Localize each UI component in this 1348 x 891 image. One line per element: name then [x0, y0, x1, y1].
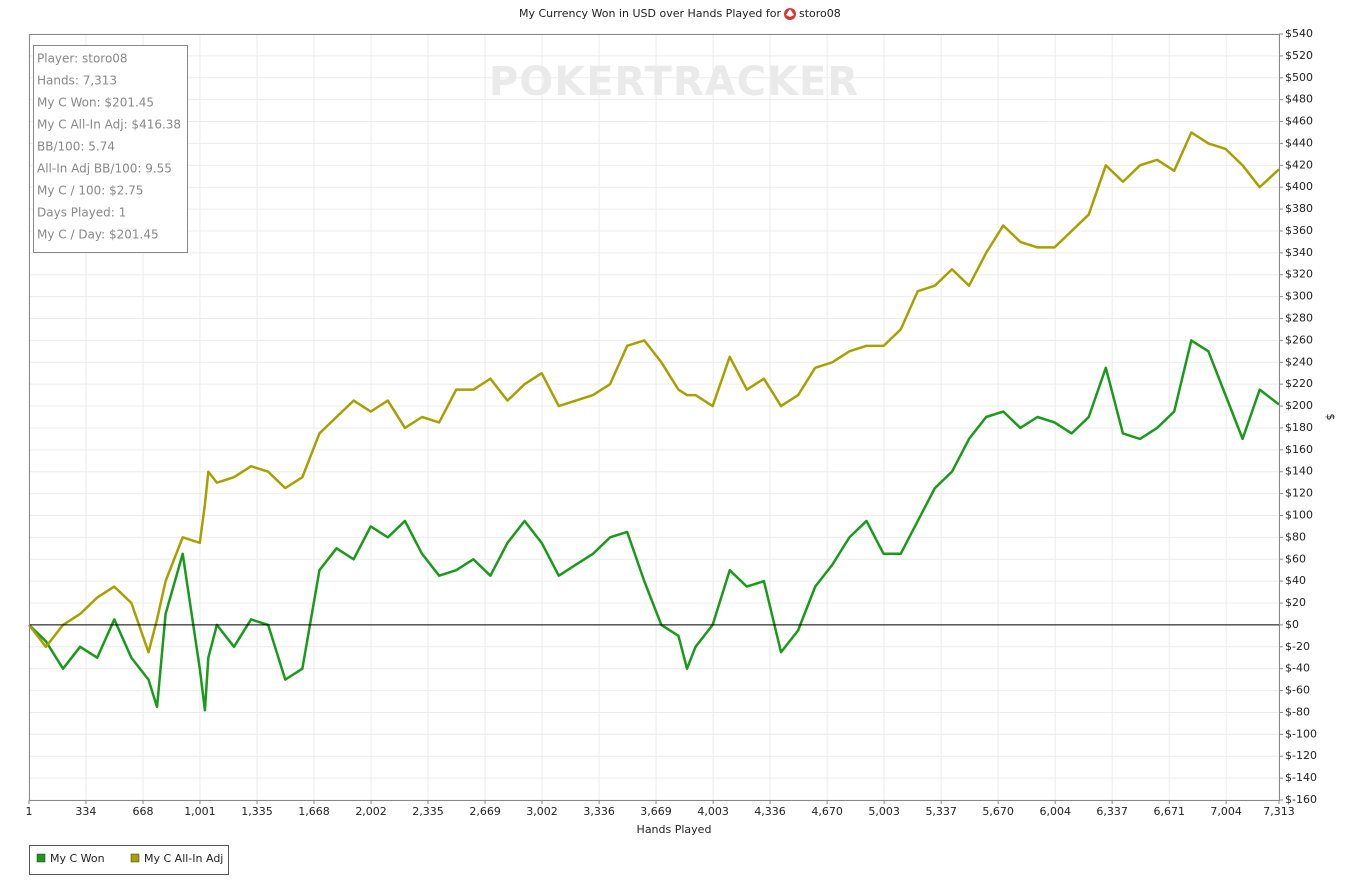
- y-tick-label: $500: [1285, 71, 1313, 84]
- y-axis-label: $: [1324, 414, 1337, 421]
- y-tick-label: $120: [1285, 487, 1313, 500]
- x-tick-label: 6,004: [1039, 805, 1071, 818]
- y-tick-label: $540: [1285, 27, 1313, 40]
- y-tick-label: $80: [1285, 530, 1306, 543]
- chart-title: My Currency Won in USD over Hands Played…: [519, 7, 782, 20]
- info-line: BB/100: 5.74: [37, 140, 115, 154]
- y-tick-label: $360: [1285, 224, 1313, 237]
- y-tick-label: $140: [1285, 465, 1313, 478]
- y-tick-label: $520: [1285, 49, 1313, 62]
- legend-swatch: [130, 853, 140, 863]
- series-line: [28, 339, 1280, 712]
- y-tick-label: $400: [1285, 180, 1313, 193]
- x-axis-label: Hands Played: [637, 823, 712, 836]
- legend-label: My C Won: [50, 852, 105, 865]
- x-tick-label: 4,336: [754, 805, 786, 818]
- y-tick-label: $-160: [1285, 793, 1317, 806]
- x-tick-label: 5,003: [868, 805, 900, 818]
- y-tick-label: $280: [1285, 312, 1313, 325]
- y-tick-label: $200: [1285, 399, 1313, 412]
- y-tick-label: $300: [1285, 290, 1313, 303]
- x-tick-label: 7,313: [1263, 805, 1295, 818]
- title-player: storo08: [799, 7, 841, 20]
- y-tick-label: $-80: [1285, 705, 1310, 718]
- plot-area: [29, 34, 1279, 800]
- y-tick-label: $-100: [1285, 727, 1317, 740]
- y-tick-label: $-60: [1285, 684, 1310, 697]
- x-tick-label: 7,004: [1210, 805, 1242, 818]
- y-tick-label: $380: [1285, 202, 1313, 215]
- x-tick-label: 2,002: [355, 805, 387, 818]
- info-line: Hands: 7,313: [37, 74, 117, 88]
- x-tick-label: 5,337: [925, 805, 957, 818]
- y-tick-label: $220: [1285, 377, 1313, 390]
- y-tick-label: $460: [1285, 115, 1313, 128]
- legend-frame: [29, 845, 229, 875]
- legend-swatch: [36, 853, 46, 863]
- y-tick-label: $-40: [1285, 662, 1310, 675]
- x-tick-label: 334: [75, 805, 96, 818]
- y-tick-label: $20: [1285, 596, 1306, 609]
- y-tick-label: $340: [1285, 246, 1313, 259]
- x-tick-label: 3,669: [640, 805, 672, 818]
- y-tick-label: $420: [1285, 158, 1313, 171]
- player-icon: [784, 8, 796, 20]
- x-tick-label: 3,336: [583, 805, 615, 818]
- watermark: POKERTRACKER: [489, 59, 859, 105]
- x-tick-label: 668: [133, 805, 154, 818]
- legend: My C Won My C All-In Adj: [29, 845, 229, 875]
- x-tick-label: 3,002: [526, 805, 558, 818]
- x-tick-label: 1,001: [184, 805, 216, 818]
- y-tick-label: $0: [1285, 618, 1299, 631]
- y-tick-label: $320: [1285, 268, 1313, 281]
- x-tick-label: 4,003: [697, 805, 729, 818]
- y-tick-label: $-120: [1285, 749, 1317, 762]
- x-tick-label: 2,335: [412, 805, 444, 818]
- plot-frame: [29, 34, 1280, 801]
- info-line: My C All-In Adj: $416.38: [37, 118, 181, 132]
- info-line: All-In Adj BB/100: 9.55: [37, 162, 172, 176]
- x-tick-label: 2,669: [469, 805, 501, 818]
- info-line: My C Won: $201.45: [37, 96, 154, 110]
- y-tick-label: $260: [1285, 333, 1313, 346]
- y-tick-label: $-20: [1285, 640, 1310, 653]
- x-tick-label: 1,335: [241, 805, 273, 818]
- lines: [28, 131, 1280, 712]
- x-tick-label: 6,337: [1096, 805, 1128, 818]
- y-tick-label: $60: [1285, 552, 1306, 565]
- x-tick-label: 1: [26, 805, 33, 818]
- x-tick-label: 4,670: [811, 805, 843, 818]
- x-tick-label: 6,671: [1153, 805, 1185, 818]
- y-tick-label: $180: [1285, 421, 1313, 434]
- x-tick-label: 1,668: [298, 805, 330, 818]
- info-line: Player: storo08: [37, 52, 128, 66]
- y-tick-label: $100: [1285, 508, 1313, 521]
- y-tick-label: $240: [1285, 355, 1313, 368]
- y-tick-label: $160: [1285, 443, 1313, 456]
- info-box: Player: storo08 Hands: 7,313 My C Won: $20…: [33, 45, 188, 253]
- y-tick-label: $480: [1285, 93, 1313, 106]
- icon-spade: [786, 9, 794, 17]
- x-tick-label: 5,670: [982, 805, 1014, 818]
- y-tick-label: $-140: [1285, 771, 1317, 784]
- info-frame: [33, 45, 188, 253]
- info-line: My C / 100: $2.75: [37, 184, 143, 198]
- y-tick-label: $440: [1285, 136, 1313, 149]
- y-tick-label: $40: [1285, 574, 1306, 587]
- legend-label: My C All-In Adj: [144, 852, 223, 865]
- info-line: My C / Day: $201.45: [37, 228, 159, 242]
- info-line: Days Played: 1: [37, 206, 126, 220]
- series-line: [28, 131, 1280, 654]
